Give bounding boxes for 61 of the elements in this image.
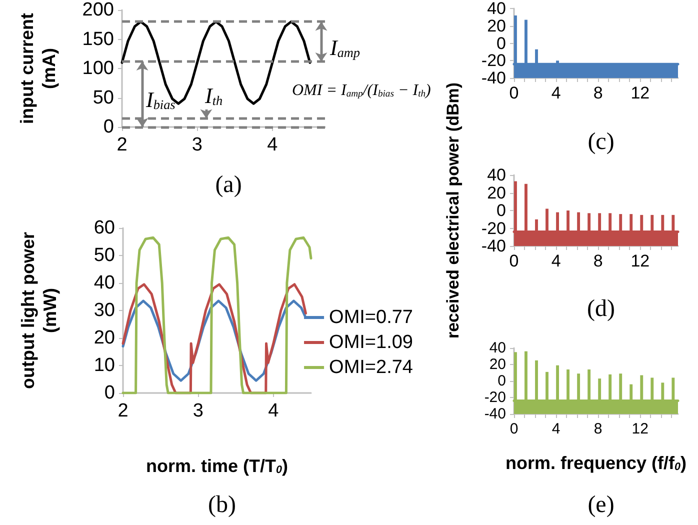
- y-tick-label: 0: [104, 382, 115, 404]
- y-tick-label: 20: [487, 183, 506, 202]
- x-tick-label: 2: [118, 400, 128, 422]
- x-tick-label: 8: [593, 252, 603, 270]
- x-tick-label: 0: [509, 252, 519, 270]
- y-tick-label: -20: [481, 51, 506, 70]
- legend-label: OMI=2.74: [329, 357, 414, 378]
- x-tick-label: 0: [509, 84, 519, 102]
- y-tick-label: -40: [481, 68, 506, 88]
- y-tick-label: 200: [82, 0, 114, 20]
- y-tick-label: -20: [481, 218, 506, 238]
- text: (d): [587, 296, 615, 322]
- y-axis-title: output light power (mW): [18, 232, 60, 389]
- y-tick-label: 20: [94, 328, 115, 348]
- y-tick-label: -40: [484, 406, 506, 422]
- x-tick-label: 8: [594, 420, 602, 438]
- text: Iamp: [329, 34, 360, 60]
- y-tick-label: 40: [94, 272, 115, 294]
- y-tick-label: 30: [94, 300, 115, 321]
- y-tick-label: -40: [481, 236, 506, 256]
- x-axis-title: norm. time (T/T0): [146, 456, 288, 476]
- y-tick-label: 50: [94, 245, 115, 266]
- y-tick-label: 40: [487, 0, 506, 18]
- legend-label: OMI=1.09: [329, 332, 414, 353]
- x-tick-label: 3: [192, 400, 204, 422]
- x-tick-label: 2: [116, 134, 128, 156]
- text: (a): [215, 172, 242, 198]
- y-tick-label: 40: [487, 166, 506, 184]
- x-tick-label: 0: [510, 420, 518, 438]
- x-tick-label: 12: [630, 252, 650, 270]
- x-tick-label: 12: [632, 420, 648, 438]
- text: (b): [208, 492, 236, 518]
- y-tick-label: 0: [103, 116, 114, 138]
- x-tick-label: 4: [552, 420, 560, 438]
- x-tick-label: 3: [192, 134, 202, 156]
- y-tick-label: 40: [489, 340, 506, 356]
- y-tick-label: -20: [484, 389, 506, 406]
- x-tick-label: 12: [630, 84, 650, 102]
- y-axis-title: input current (mA): [17, 12, 59, 124]
- annotation: Ibias: [145, 86, 176, 112]
- y-tick-label: 50: [92, 87, 114, 108]
- x-tick-label: 4: [551, 252, 561, 270]
- y-tick-label: 60: [94, 218, 115, 238]
- y-tick-label: 100: [82, 58, 114, 79]
- x-tick-label: 4: [268, 400, 280, 422]
- y-tick-label: 20: [489, 356, 506, 373]
- annotation: Ith: [204, 82, 223, 108]
- y-tick-label: 150: [82, 28, 114, 50]
- y-tick-label: 0: [496, 201, 506, 220]
- text: (e): [588, 492, 614, 518]
- legend-label: OMI=0.77: [329, 307, 414, 328]
- y-tick-label: 10: [94, 355, 115, 376]
- y-tick-label: 0: [498, 372, 506, 390]
- x-tick-label: 4: [551, 84, 561, 102]
- y-axis-title: received electrical power (dBm): [444, 82, 462, 339]
- y-tick-label: 0: [496, 34, 506, 53]
- y-tick-label: 20: [487, 16, 506, 36]
- x-axis-title: norm. frequency (f/f0): [505, 453, 687, 474]
- text: (c): [588, 129, 614, 155]
- x-tick-label: 4: [267, 134, 278, 156]
- x-tick-label: 8: [593, 84, 603, 102]
